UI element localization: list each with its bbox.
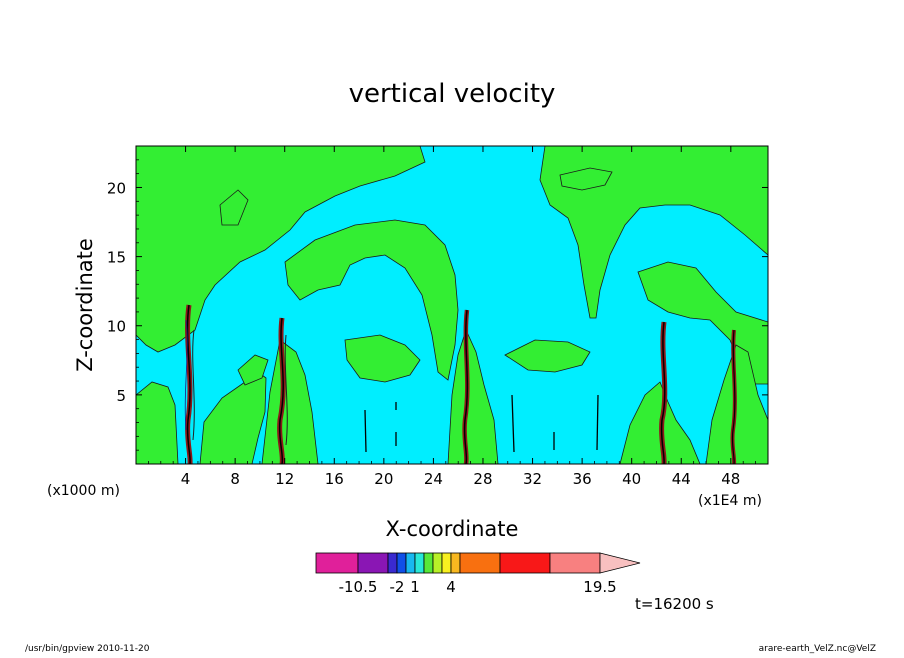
x-tick-label: 8 [230,470,240,488]
chart-title: vertical velocity [349,79,556,109]
x-tick-label: 32 [523,470,542,488]
x-tick-label: 20 [374,470,393,488]
colorbar-segment [405,552,416,574]
x-tick-label: 48 [721,470,740,488]
updraft-cores [184,304,737,464]
x-axis-label: X-coordinate [386,517,519,541]
colorbar-segment [441,552,452,574]
footer-right: arare-earth_VelZ.nc@VelZ [759,644,876,654]
green-region-mid-1 [344,334,421,383]
colorbar-segment [432,552,443,574]
y-tick-label: 10 [107,318,126,336]
y-axis-label: Z-coordinate [73,238,97,372]
footer-left: /usr/bin/gpview 2010-11-20 [25,644,150,654]
plot-area [136,146,768,464]
green-region-mid-2 [504,339,591,373]
x-unit-right: (x1E4 m) [698,493,762,509]
x-tick-label: 28 [473,470,492,488]
x-tick-label: 12 [275,470,294,488]
x-tick-label: 16 [325,470,344,488]
green-region-center-dome [284,219,459,381]
updraft-regions [136,146,768,464]
green-region-streak-1 [219,189,249,226]
colorbar-segment [357,552,389,574]
colorbar-segment [414,552,425,574]
colorbar-segment [459,552,501,574]
y-tick-label: 5 [116,387,126,405]
colorbar-segment [423,552,434,574]
green-region-right-column [637,261,768,385]
y-tick-label: 15 [107,249,126,267]
x-tick-label: 40 [622,470,641,488]
small-cores [364,394,599,453]
green-region-bottom-2 [261,339,319,464]
x-tick-label: 44 [672,470,691,488]
x-tick-label: 4 [181,470,191,488]
green-region-bottom-5 [705,344,768,464]
x-tick-label: 36 [573,470,592,488]
colorbar-tick-label: 1 [410,578,420,596]
y-axis-ticks: 5 10 15 20 [107,159,768,451]
green-region-left-bottom [136,381,179,464]
green-region-bottom-3 [447,328,499,464]
core-x27 [462,309,470,464]
core-x12 [277,317,288,464]
colorbar-tick-label: -10.5 [339,578,378,596]
green-region-top-left [136,146,426,353]
core-x4 [184,304,195,464]
colorbar: -10.5 -2 1 4 19.5 [315,552,641,596]
colorbar-segment [396,552,407,574]
core-x43 [659,321,668,464]
time-label: t=16200 s [635,595,714,613]
x-tick-label: 24 [424,470,443,488]
colorbar-segment [387,552,398,574]
colorbar-tick-label: 19.5 [583,578,616,596]
colorbar-tick-label: 4 [446,578,456,596]
colorbar-arrow [599,552,641,574]
colorbar-segment [499,552,551,574]
core-x48 [730,329,737,464]
plot-frame [135,145,769,465]
y-tick-label: 20 [107,179,126,197]
green-region-mid-3 [237,354,269,386]
x-unit-left: (x1000 m) [47,483,120,499]
colorbar-segment [549,552,601,574]
colorbar-segment [450,552,461,574]
green-region-top-right [539,146,768,319]
green-region-mid-4 [559,167,613,191]
colorbar-segment [315,552,359,574]
colorbar-tick-label: -2 [390,578,405,596]
x-axis-ticks: 4 8 12 16 20 24 28 32 36 40 44 48 [147,146,757,488]
